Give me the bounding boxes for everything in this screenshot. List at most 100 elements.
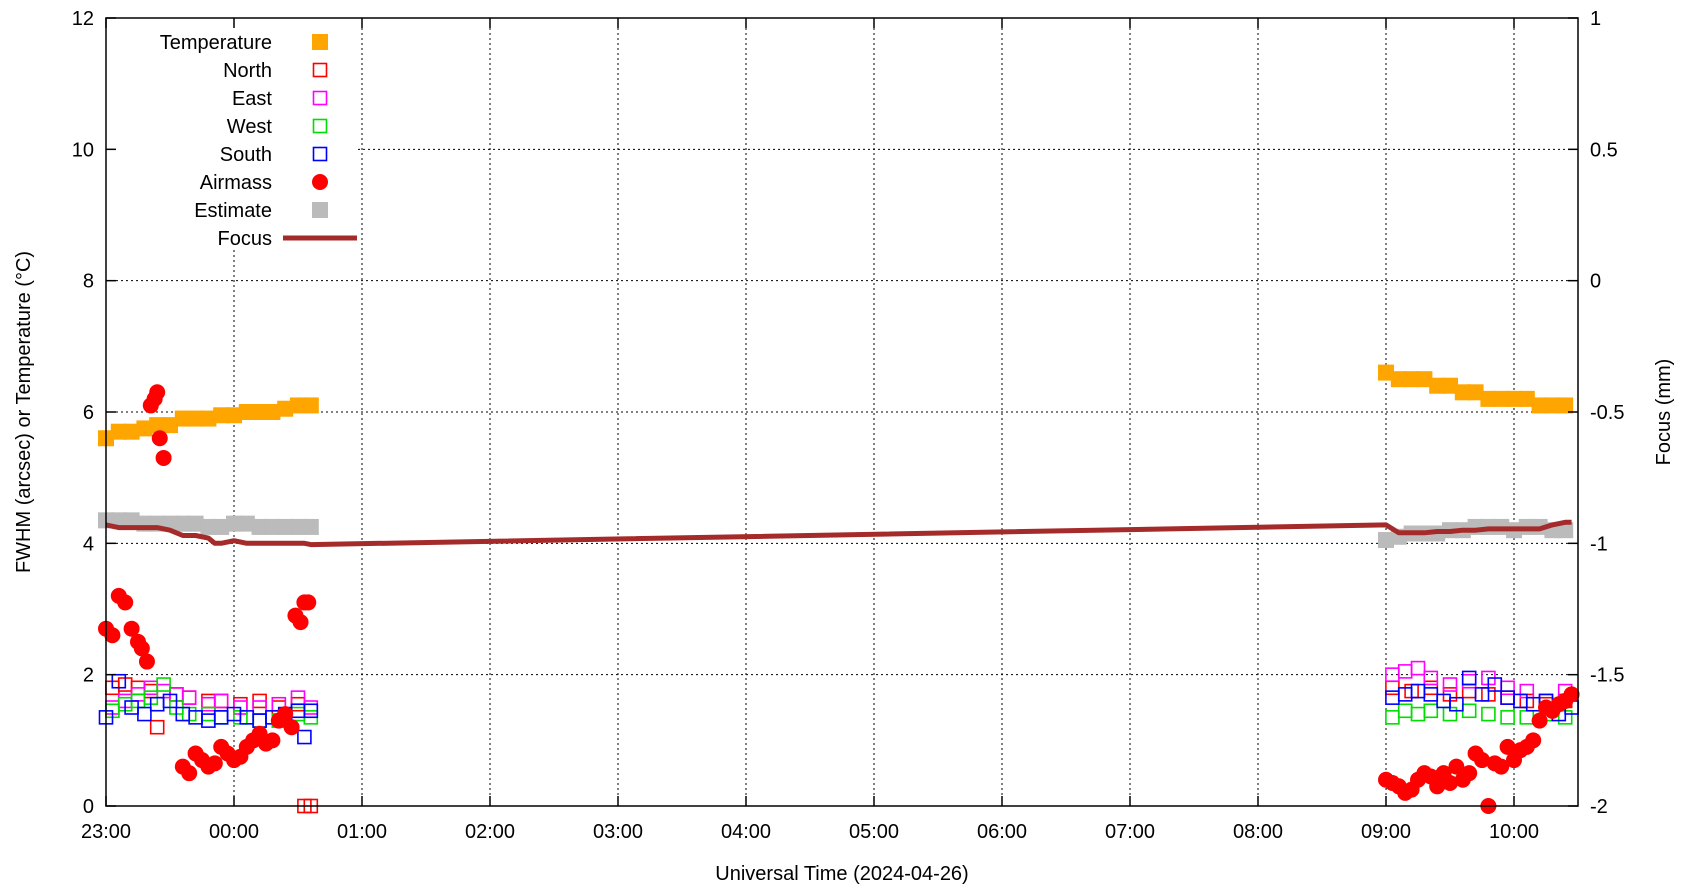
temperature-point [1506, 390, 1522, 407]
legend-entry-focus: Focus [218, 228, 357, 250]
legend-label: Focus [218, 228, 272, 250]
x-tick-label: 02:00 [465, 821, 515, 843]
estimate-point [123, 512, 140, 529]
temperature-point [1454, 384, 1471, 401]
temperature-point [149, 417, 166, 434]
west-point [1481, 706, 1496, 722]
temperature-point [1531, 397, 1548, 414]
south-point [1449, 696, 1464, 712]
temperature-point [1493, 390, 1510, 407]
temperature-point [1557, 397, 1574, 414]
airmass-point [104, 627, 121, 644]
estimate-point [264, 518, 281, 535]
y-tick-label: 4 [83, 533, 94, 555]
south-point [303, 703, 319, 719]
temperature-point [1467, 384, 1484, 401]
south-point [297, 729, 312, 745]
y-axis-title: FWHM (arcsec) or Temperature (°C) [13, 251, 35, 573]
y-tick-label: 12 [72, 8, 94, 30]
airmass-point [264, 732, 281, 749]
legend-label: North [223, 60, 272, 82]
estimate-point [290, 518, 306, 535]
estimate-point [238, 515, 255, 532]
temperature-point [174, 410, 191, 427]
x-tick-label: 07:00 [1105, 821, 1155, 843]
temperature-point [1544, 397, 1561, 414]
y2-tick-label: 1 [1590, 8, 1601, 30]
y2-tick-label: 0.5 [1590, 139, 1618, 161]
x-tick-label: 05:00 [849, 821, 899, 843]
estimate-point [187, 515, 204, 532]
temperature-point [302, 397, 319, 414]
ticks [105, 17, 1578, 807]
x-tick-label: 01:00 [337, 821, 387, 843]
legend-entry-east: East [232, 88, 328, 110]
estimate-point [277, 518, 294, 535]
airmass-point [277, 706, 294, 723]
legend-swatch [312, 174, 328, 190]
temperature-point [200, 410, 217, 427]
x-tick-label: 10:00 [1489, 821, 1539, 843]
temperature-point [110, 423, 127, 440]
airmass-point [1493, 758, 1510, 775]
airmass-point [133, 640, 150, 657]
legend-swatch [312, 202, 328, 218]
east-point [1442, 677, 1458, 692]
airmass-point [292, 614, 309, 631]
west-point [1500, 710, 1515, 725]
legend-label: Estimate [194, 200, 272, 222]
temperature-point [1403, 371, 1420, 388]
temperature-point [226, 407, 242, 424]
temperature-point [162, 417, 178, 434]
legend-swatch [312, 146, 328, 162]
legend-swatch [312, 90, 328, 106]
legend-entry-temperature: Temperature [160, 32, 328, 54]
estimate-point [1378, 532, 1394, 549]
airmass-point [149, 384, 166, 401]
temperature-point [290, 397, 306, 414]
x-tick-label: 04:00 [721, 821, 771, 843]
x-tick-label: 03:00 [593, 821, 643, 843]
y-tick-label: 8 [83, 271, 94, 293]
airmass-point [1499, 738, 1516, 755]
airmass-point [1525, 732, 1542, 749]
legend-swatch [312, 34, 328, 50]
temperature-point [1429, 377, 1446, 394]
temperature-point [1390, 371, 1407, 388]
airmass-point [1563, 686, 1580, 703]
south-point [1461, 670, 1477, 686]
airmass-point [206, 755, 223, 772]
legend-label: West [227, 116, 273, 138]
airmass-point [155, 449, 172, 466]
y2-tick-label: 0 [1590, 271, 1601, 293]
temperature-point [213, 407, 230, 424]
y-tick-label: 2 [83, 665, 94, 687]
x-tick-label: 08:00 [1233, 821, 1283, 843]
airmass-point [151, 430, 168, 447]
y-tick-label: 0 [83, 796, 94, 818]
legend-swatch [312, 62, 328, 78]
east-point [1410, 660, 1426, 676]
south-point [111, 673, 127, 689]
y-tick-label: 10 [72, 139, 94, 161]
west-point [156, 677, 171, 692]
legend-entry-estimate: Estimate [194, 200, 328, 222]
y-tick-label: 6 [83, 402, 94, 424]
estimate-point [174, 515, 191, 532]
airmass-point [1474, 752, 1490, 769]
x-tick-label: 00:00 [209, 821, 259, 843]
legend-label: South [220, 144, 272, 166]
y2-tick-label: -1 [1590, 533, 1608, 555]
airmass-point [1429, 778, 1446, 795]
temperature-point [277, 400, 294, 417]
estimate-point [1557, 522, 1574, 539]
y2-tick-label: -1.5 [1590, 665, 1624, 687]
y2-tick-label: -0.5 [1590, 402, 1624, 424]
x-tick-label: 09:00 [1361, 821, 1411, 843]
east-point [1423, 670, 1439, 686]
temperature-point [1416, 371, 1433, 388]
airmass-point [123, 620, 140, 637]
north-point [149, 719, 165, 735]
south-point [1474, 687, 1490, 702]
